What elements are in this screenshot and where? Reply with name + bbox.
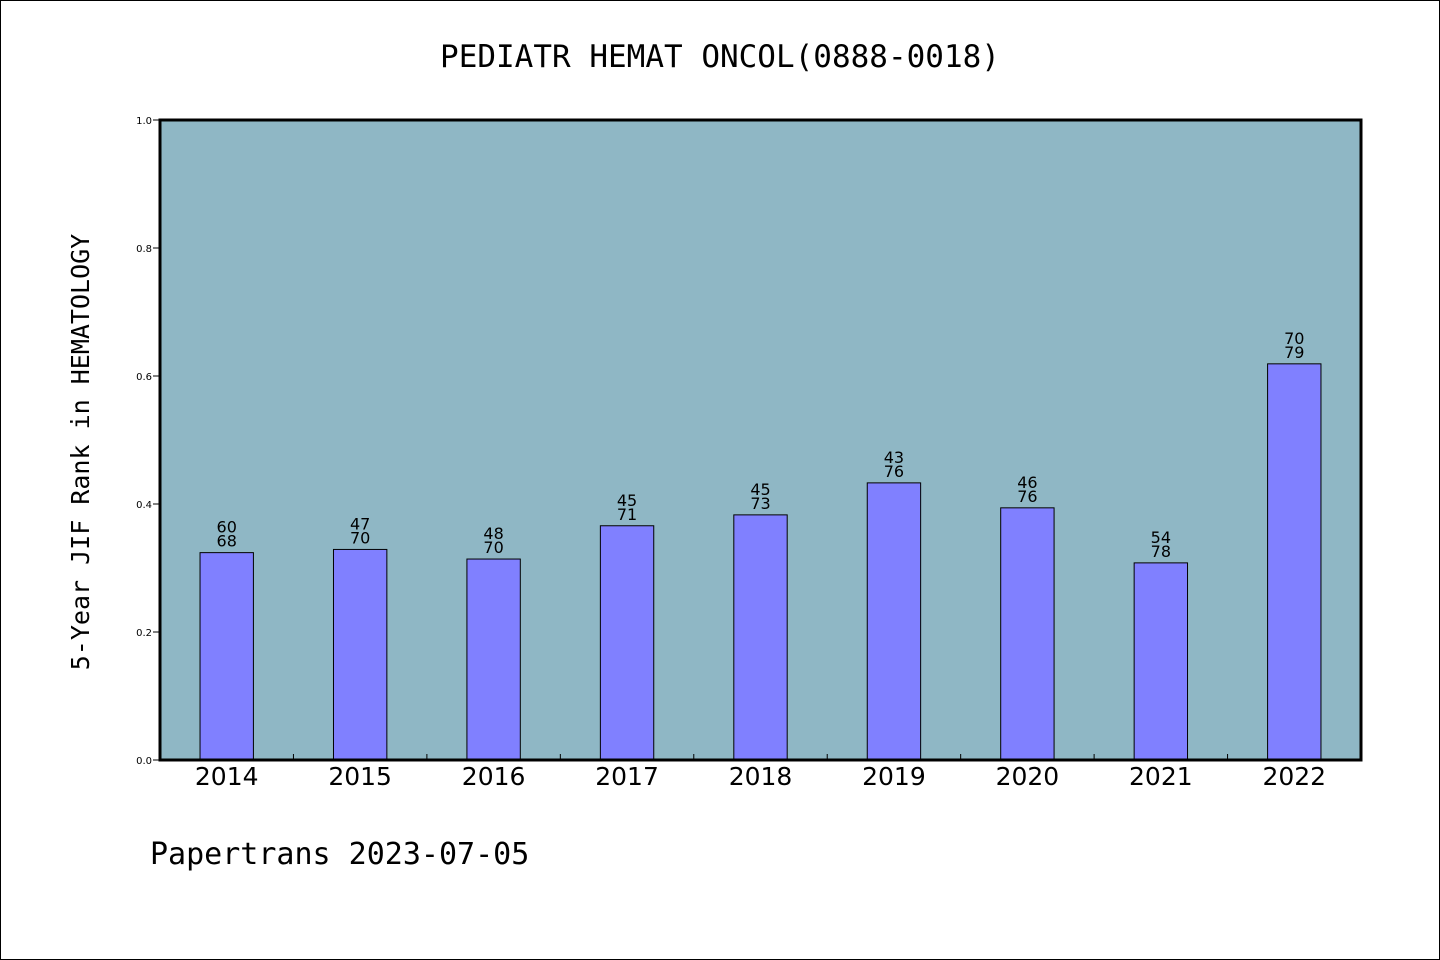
bar-2014 bbox=[199, 552, 254, 761]
y-tick-label: 0.6 bbox=[136, 372, 152, 383]
y-axis-ticks: 0.0 0.2 0.4 0.6 0.8 1.0 bbox=[136, 116, 160, 767]
bar-2016 bbox=[466, 558, 521, 761]
bars-layer bbox=[199, 363, 1322, 761]
y-tick-label: 0.2 bbox=[136, 628, 152, 639]
y-tick-label: 0.4 bbox=[136, 500, 152, 511]
bar-label-bottom-2015: 70 bbox=[350, 528, 370, 547]
plot-border bbox=[158, 118, 1363, 762]
bar-label-bottom-2019: 76 bbox=[884, 462, 904, 481]
y-tick-label: 0.0 bbox=[136, 756, 152, 767]
x-tick-label-2014: 2014 bbox=[195, 762, 259, 791]
bar-2015 bbox=[332, 548, 388, 761]
bar-label-top-2018: 45 bbox=[750, 480, 770, 499]
footer-credit: Papertrans 2023-07-05 bbox=[150, 837, 529, 872]
bar-label-bottom-2014: 68 bbox=[217, 532, 237, 551]
bar-label-top-2014: 60 bbox=[217, 518, 237, 537]
bar-2019 bbox=[866, 482, 922, 761]
bar-label-bottom-2017: 71 bbox=[617, 505, 637, 524]
bar-label-bottom-2016: 70 bbox=[483, 538, 503, 557]
bar-label-top-2017: 45 bbox=[617, 491, 637, 510]
bar-label-top-2020: 46 bbox=[1017, 473, 1037, 492]
x-tick-label-2019: 2019 bbox=[862, 762, 926, 791]
x-tick-label-2018: 2018 bbox=[729, 762, 793, 791]
bar-2021 bbox=[1133, 562, 1189, 761]
bar-2017 bbox=[599, 525, 655, 761]
bar-label-bottom-2020: 76 bbox=[1017, 487, 1037, 506]
bar-label-top-2019: 43 bbox=[884, 448, 904, 467]
bar-label-top-2022: 70 bbox=[1284, 329, 1304, 348]
bar-label-bottom-2021: 78 bbox=[1151, 542, 1171, 561]
x-tick-label-2021: 2021 bbox=[1129, 762, 1193, 791]
bar-label-bottom-2022: 79 bbox=[1284, 343, 1304, 362]
y-tick-label: 1.0 bbox=[136, 116, 152, 127]
bar-2022 bbox=[1267, 363, 1322, 761]
x-tick-label-2020: 2020 bbox=[996, 762, 1060, 791]
bar-label-top-2021: 54 bbox=[1151, 528, 1171, 547]
x-tick-label-2015: 2015 bbox=[328, 762, 392, 791]
x-tick-label-2016: 2016 bbox=[462, 762, 526, 791]
bar-2020 bbox=[1000, 507, 1055, 761]
bar-2018 bbox=[733, 514, 788, 761]
x-tick-label-2022: 2022 bbox=[1262, 762, 1326, 791]
y-tick-label: 0.8 bbox=[136, 244, 152, 255]
bar-label-top-2015: 47 bbox=[350, 514, 370, 533]
y-axis-label: 5-Year JIF Rank in HEMATOLOGY bbox=[66, 234, 95, 671]
chart-title: PEDIATR HEMAT ONCOL(0888-0018) bbox=[440, 39, 1000, 75]
x-tick-label-2017: 2017 bbox=[595, 762, 659, 791]
bar-label-top-2016: 48 bbox=[483, 524, 503, 543]
bar-label-bottom-2018: 73 bbox=[750, 494, 770, 513]
x-axis-ticks: 2014 2015 2016 2017 2018 2019 2020 2021 2022 bbox=[195, 754, 1326, 791]
